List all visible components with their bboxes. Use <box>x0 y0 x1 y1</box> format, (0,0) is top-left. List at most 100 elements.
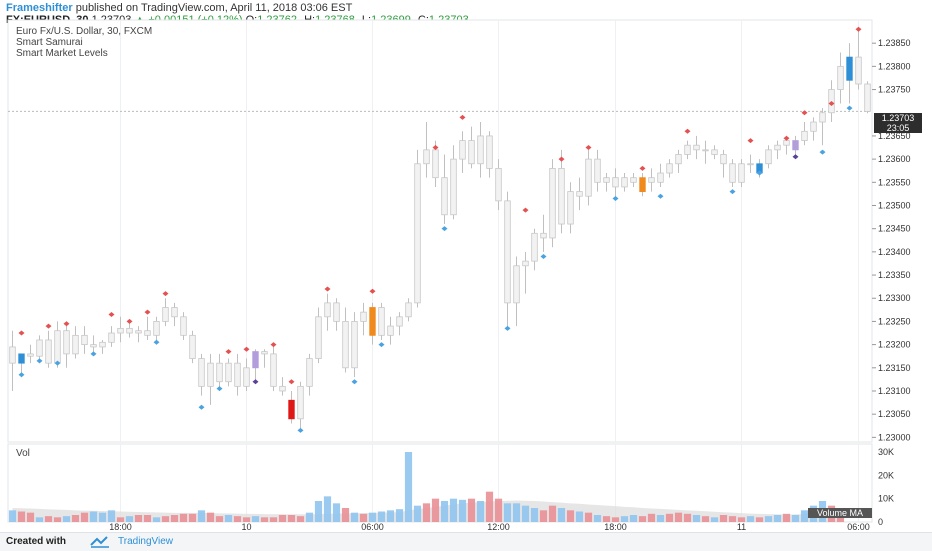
volume-bar <box>620 516 629 522</box>
candle-body <box>558 167 565 225</box>
candle-body <box>153 321 160 336</box>
candle-body <box>207 362 214 387</box>
candle-body <box>72 334 79 355</box>
price-chart[interactable]: 1.23850 1.23800 1.23750 1.23650 1.23600 1.235… <box>0 0 932 532</box>
volume-bar <box>341 508 350 522</box>
candle-body <box>738 163 745 183</box>
volume-bar <box>458 499 467 522</box>
volume-bar <box>53 517 62 522</box>
volume-bar <box>422 503 431 522</box>
time-tick-label: 10 <box>241 522 251 532</box>
footer: Created with TradingView <box>0 532 932 551</box>
signal-marker <box>459 114 466 120</box>
candle-body <box>54 330 61 364</box>
volume-bar <box>539 510 548 522</box>
volume-bar <box>278 515 287 522</box>
candle-body <box>711 149 718 155</box>
price-tick-label: 1.23250 <box>878 316 911 326</box>
tradingview-logo-icon <box>90 536 109 548</box>
volume-bar <box>512 503 521 522</box>
signal-marker <box>351 379 358 385</box>
signal-marker <box>288 379 295 385</box>
published-text: published on TradingView.com, April 11, … <box>75 2 353 14</box>
volume-bar <box>728 516 737 522</box>
candle-body <box>36 339 43 357</box>
price-tick-label: 1.23100 <box>878 386 911 396</box>
candle-body <box>342 321 349 369</box>
volume-bar <box>395 509 404 522</box>
signal-marker <box>243 346 250 352</box>
volume-bar <box>215 516 224 522</box>
volume-bar <box>44 516 53 522</box>
legend-indicator-levels[interactable]: Smart Market Levels <box>16 48 108 59</box>
candle-body <box>18 353 25 364</box>
time-tick-label: 06:00 <box>361 522 384 532</box>
candle-body <box>90 344 97 348</box>
volume-bar <box>440 501 449 522</box>
volume-bar <box>251 516 260 522</box>
price-tick-label: 1.23400 <box>878 247 911 257</box>
volume-bar <box>377 511 386 522</box>
tradingview-link[interactable]: TradingView <box>118 536 174 547</box>
legend-indicator-samurai[interactable]: Smart Samurai <box>16 37 83 48</box>
signal-marker <box>270 342 277 348</box>
candle-body <box>135 330 142 334</box>
volume-bar <box>152 517 161 522</box>
candle-body <box>783 140 790 146</box>
candle-body <box>234 362 241 387</box>
signal-marker <box>783 135 790 141</box>
volume-bar <box>584 512 593 522</box>
candle-body <box>450 158 457 216</box>
candle-body <box>549 167 556 239</box>
candle-body <box>360 311 367 322</box>
volume-bar <box>548 505 557 522</box>
signal-marker <box>153 339 160 345</box>
volume-bar <box>188 513 197 522</box>
volume-bar <box>467 498 476 522</box>
volume-bar <box>71 515 80 522</box>
candle-body <box>198 358 205 387</box>
candle-body <box>522 260 529 267</box>
candle-body <box>81 334 88 346</box>
signal-marker <box>216 386 223 392</box>
legend-symbol: Euro Fx/U.S. Dollar, 30, FXCM <box>16 26 153 37</box>
current-price-value: 1.23703 <box>881 113 915 123</box>
volume-bar <box>359 513 368 522</box>
author-name[interactable]: Frameshifter <box>6 2 73 14</box>
candle-body <box>144 330 151 336</box>
candle-body <box>99 341 106 348</box>
candle-body <box>225 362 232 383</box>
signal-marker <box>36 358 43 364</box>
candle-body <box>666 163 673 174</box>
volume-bar <box>647 513 656 522</box>
volume-bar <box>206 512 215 522</box>
volume-bar <box>593 515 602 522</box>
volume-bar <box>692 515 701 522</box>
price-tick-label: 1.23750 <box>878 85 911 95</box>
signal-marker <box>54 360 61 366</box>
price-tick-label: 1.23650 <box>878 131 911 141</box>
volume-bar <box>719 515 728 522</box>
candle-body <box>648 177 655 183</box>
current-price-tag: 1.23703 23:05 <box>874 113 922 133</box>
volume-bar <box>386 510 395 522</box>
volume-bar <box>638 516 647 522</box>
candle-body <box>774 144 781 151</box>
volume-bar <box>404 452 413 522</box>
price-tick-label: 1.23550 <box>878 177 911 187</box>
volume-bar <box>26 512 35 522</box>
time-tick-label: 06:00 <box>847 522 870 532</box>
signal-marker <box>558 156 565 162</box>
price-tick-label: 1.23000 <box>878 432 911 442</box>
volume-bar <box>485 491 494 522</box>
candle-body <box>513 265 520 304</box>
candle-body <box>252 351 259 369</box>
volume-bar <box>305 512 314 522</box>
signal-marker <box>441 226 448 232</box>
signal-marker <box>126 318 133 324</box>
time-tick-label: 12:00 <box>487 522 510 532</box>
candle-body <box>693 144 700 151</box>
volume-bar <box>674 512 683 522</box>
signal-marker <box>432 145 439 151</box>
volume-bar <box>233 516 242 522</box>
